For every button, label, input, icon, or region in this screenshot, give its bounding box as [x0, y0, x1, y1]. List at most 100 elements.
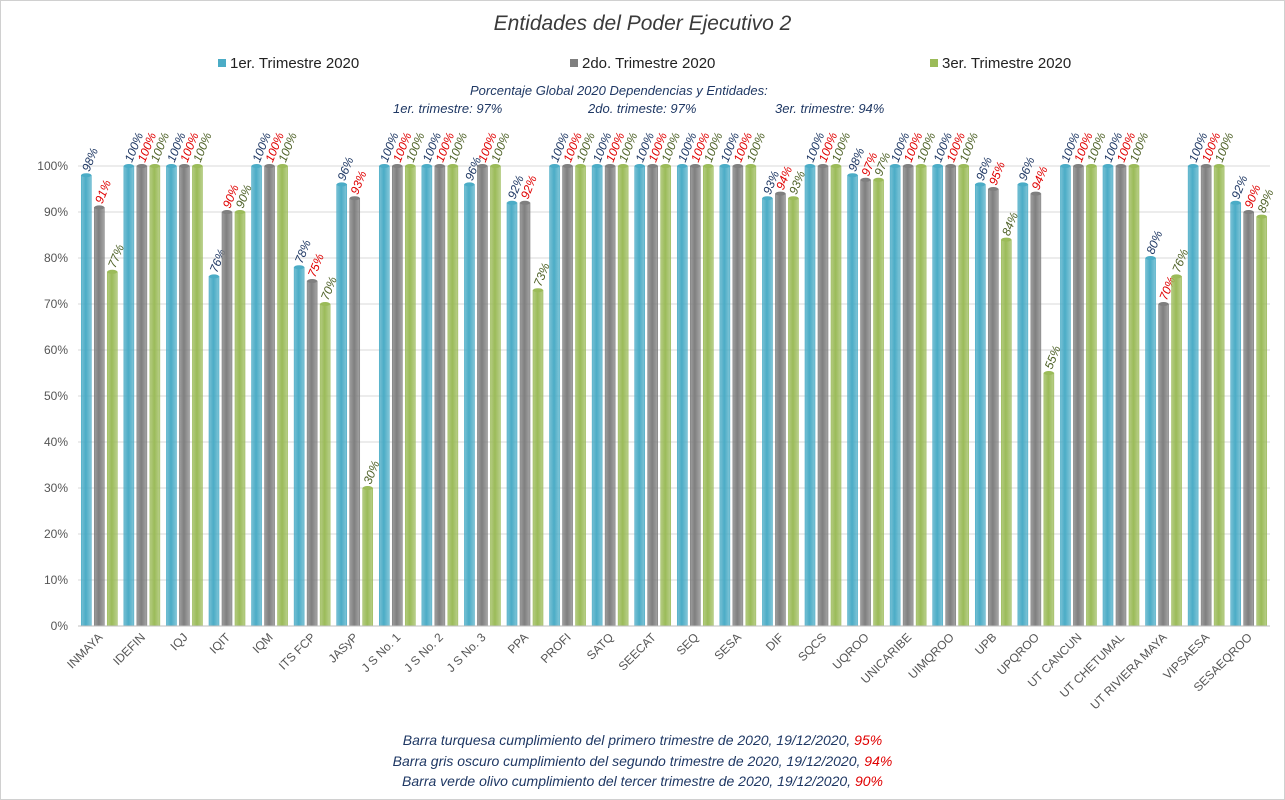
bar	[1145, 257, 1156, 627]
bar-cap	[447, 164, 458, 168]
bar	[293, 266, 305, 627]
bar	[1060, 165, 1071, 627]
legend-label-q2: 2do. Trimestre 2020	[582, 55, 716, 72]
bar	[319, 303, 331, 627]
bar	[775, 193, 786, 627]
bar	[676, 165, 688, 627]
bar	[378, 165, 390, 627]
bar-cap	[277, 164, 288, 168]
bar	[549, 165, 560, 627]
bar-cap	[703, 164, 714, 168]
x-category-label: IQM	[250, 630, 276, 656]
bar-cap	[1073, 164, 1084, 168]
bar-cap	[307, 279, 318, 283]
bar-cap	[1188, 164, 1199, 168]
bar-cap	[107, 269, 118, 274]
bar	[1200, 165, 1212, 627]
y-tick-label: 90%	[44, 205, 68, 219]
bar	[562, 165, 573, 627]
bar	[647, 165, 659, 627]
bar	[179, 165, 190, 627]
bar-cap	[1043, 371, 1054, 375]
bar-cap	[890, 164, 901, 168]
x-category-label: SQCS	[795, 630, 829, 664]
bar-cap	[958, 164, 969, 168]
bar	[221, 211, 233, 627]
bar-cap	[762, 196, 773, 201]
bar-cap	[647, 164, 658, 168]
bar	[477, 165, 488, 627]
bar	[817, 165, 829, 627]
bar-cap	[362, 486, 373, 490]
y-tick-label: 60%	[44, 343, 68, 357]
bar	[192, 165, 203, 627]
bar	[974, 184, 986, 627]
bar-cap	[136, 164, 147, 168]
footer-line-2-value: 94%	[864, 753, 893, 769]
bar-cap	[605, 164, 616, 168]
y-tick-label: 50%	[44, 389, 68, 403]
bar-cap	[1030, 191, 1041, 196]
bar	[987, 188, 999, 627]
bar	[1158, 303, 1169, 627]
bar	[149, 165, 161, 627]
global-note-heading: Porcentaje Global 2020 Dependencias y En…	[470, 83, 768, 98]
bar-cap	[745, 164, 756, 168]
bar	[1017, 184, 1029, 627]
bar	[634, 165, 646, 627]
footer-line-2-text: Barra gris oscuro cumplimiento del segun…	[392, 753, 865, 769]
bar	[847, 174, 858, 627]
bar-cap	[1158, 302, 1169, 306]
y-tick-label: 70%	[44, 297, 68, 311]
bar	[860, 179, 871, 627]
bar-cap	[434, 164, 445, 168]
bar	[264, 165, 275, 627]
bar-cap	[575, 164, 586, 168]
bar	[166, 165, 177, 627]
bar-cap	[818, 164, 828, 168]
footer-line-3-text: Barra verde olivo cumplimiento del terce…	[402, 773, 855, 789]
bar-cap	[719, 164, 730, 168]
x-category-label: J S No. 3	[444, 630, 489, 675]
bar-cap	[549, 164, 560, 168]
x-category-label: ITS FCP	[276, 630, 318, 672]
bar	[277, 165, 288, 627]
bar-cap	[873, 177, 884, 182]
bar	[336, 184, 348, 627]
footer-line-1-text: Barra turquesa cumplimiento del primero …	[402, 732, 855, 748]
bar	[1043, 372, 1055, 627]
x-category-label: IQIT	[207, 630, 234, 657]
bar	[306, 280, 318, 627]
bar	[80, 174, 92, 627]
bar	[434, 165, 446, 627]
bar-cap	[1256, 214, 1267, 219]
bar-cap	[1230, 200, 1241, 205]
global-note-q3: 3er. trimestre: 94%	[775, 101, 885, 116]
bar-cap	[392, 164, 403, 168]
bar-cap	[405, 164, 416, 168]
x-category-label: IDEFIN	[110, 630, 148, 668]
bar-cap	[490, 164, 501, 168]
bar	[123, 165, 135, 627]
y-tick-label: 40%	[44, 435, 68, 449]
bar	[804, 165, 816, 627]
bar-cap	[805, 164, 815, 168]
bar	[251, 165, 262, 627]
bar	[788, 197, 799, 627]
bar	[404, 165, 416, 627]
y-tick-label: 30%	[44, 481, 68, 495]
bar-cap	[209, 274, 219, 279]
x-category-label: IQJ	[167, 630, 190, 653]
legend-item-q1: 1er. Trimestre 2020	[218, 55, 359, 72]
bar	[1086, 165, 1097, 627]
x-category-label: UPB	[972, 630, 999, 657]
bar-cap	[1001, 237, 1012, 242]
bar-cap	[1086, 164, 1097, 168]
bar-cap	[336, 182, 347, 187]
bar	[1115, 165, 1127, 627]
global-note-q2: 2do. trimeste: 97%	[588, 101, 697, 116]
x-category-label: SATQ	[584, 630, 616, 662]
bar	[958, 165, 970, 627]
bar-cap	[975, 182, 986, 187]
bar-cap	[1243, 210, 1254, 214]
